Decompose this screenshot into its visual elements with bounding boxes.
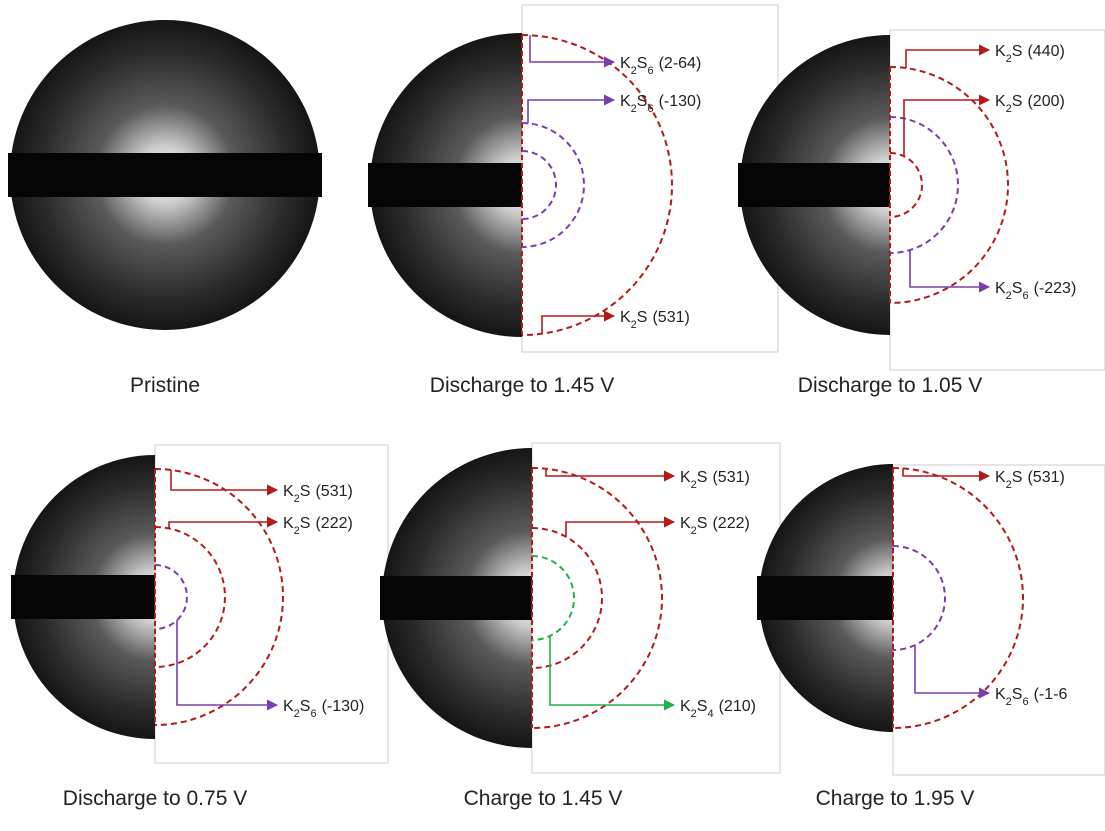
element: S — [697, 698, 708, 715]
plane: (-1-6 — [1034, 686, 1068, 703]
subscript: 6 — [310, 708, 316, 720]
element: K — [995, 43, 1006, 60]
element: K — [620, 55, 631, 72]
element: S — [637, 55, 648, 72]
subscript: 6 — [1022, 290, 1028, 302]
subscript: 6 — [1022, 696, 1028, 708]
plane: (531) — [1027, 469, 1064, 486]
beam-stop — [8, 153, 322, 197]
element: K — [995, 93, 1006, 110]
plane: (-130) — [322, 698, 365, 715]
element: K — [283, 698, 294, 715]
element: S — [300, 483, 311, 500]
element: K — [283, 515, 294, 532]
plane: (-223) — [1034, 280, 1077, 297]
plane: (2-64) — [659, 55, 702, 72]
element: S — [1012, 43, 1023, 60]
figure: PristineK2S6(2-64)K2S6(-130)K2S(531)Disc… — [0, 0, 1105, 831]
element: K — [620, 93, 631, 110]
plane: (-130) — [659, 93, 702, 110]
element: K — [995, 469, 1006, 486]
plane: (222) — [712, 515, 749, 532]
plane: (531) — [712, 469, 749, 486]
element: S — [697, 469, 708, 486]
element: S — [300, 698, 311, 715]
element: K — [680, 698, 691, 715]
element: S — [637, 309, 648, 326]
subscript: 4 — [707, 708, 713, 720]
caption: Pristine — [130, 374, 200, 397]
caption: Discharge to 0.75 V — [63, 787, 247, 810]
caption: Discharge to 1.05 V — [798, 374, 982, 397]
caption: Discharge to 1.45 V — [430, 374, 614, 397]
plane: (531) — [315, 483, 352, 500]
plane: (210) — [719, 698, 756, 715]
element: S — [1012, 280, 1023, 297]
element: S — [697, 515, 708, 532]
element: S — [637, 93, 648, 110]
element: K — [995, 280, 1006, 297]
element: K — [283, 483, 294, 500]
element: K — [680, 515, 691, 532]
element: S — [1012, 469, 1023, 486]
plane: (200) — [1027, 93, 1064, 110]
element: K — [620, 309, 631, 326]
subscript: 6 — [647, 103, 653, 115]
element: S — [300, 515, 311, 532]
subscript: 6 — [647, 65, 653, 77]
diffraction-pattern — [8, 20, 322, 330]
plane: (440) — [1027, 43, 1064, 60]
element: S — [1012, 686, 1023, 703]
plane: (531) — [652, 309, 689, 326]
caption: Charge to 1.95 V — [816, 787, 975, 810]
element: K — [680, 469, 691, 486]
caption: Charge to 1.45 V — [464, 787, 623, 810]
label-box — [890, 30, 1105, 370]
label-box — [155, 445, 388, 763]
label-box — [893, 465, 1105, 775]
element: S — [1012, 93, 1023, 110]
element: K — [995, 686, 1006, 703]
plane: (222) — [315, 515, 352, 532]
